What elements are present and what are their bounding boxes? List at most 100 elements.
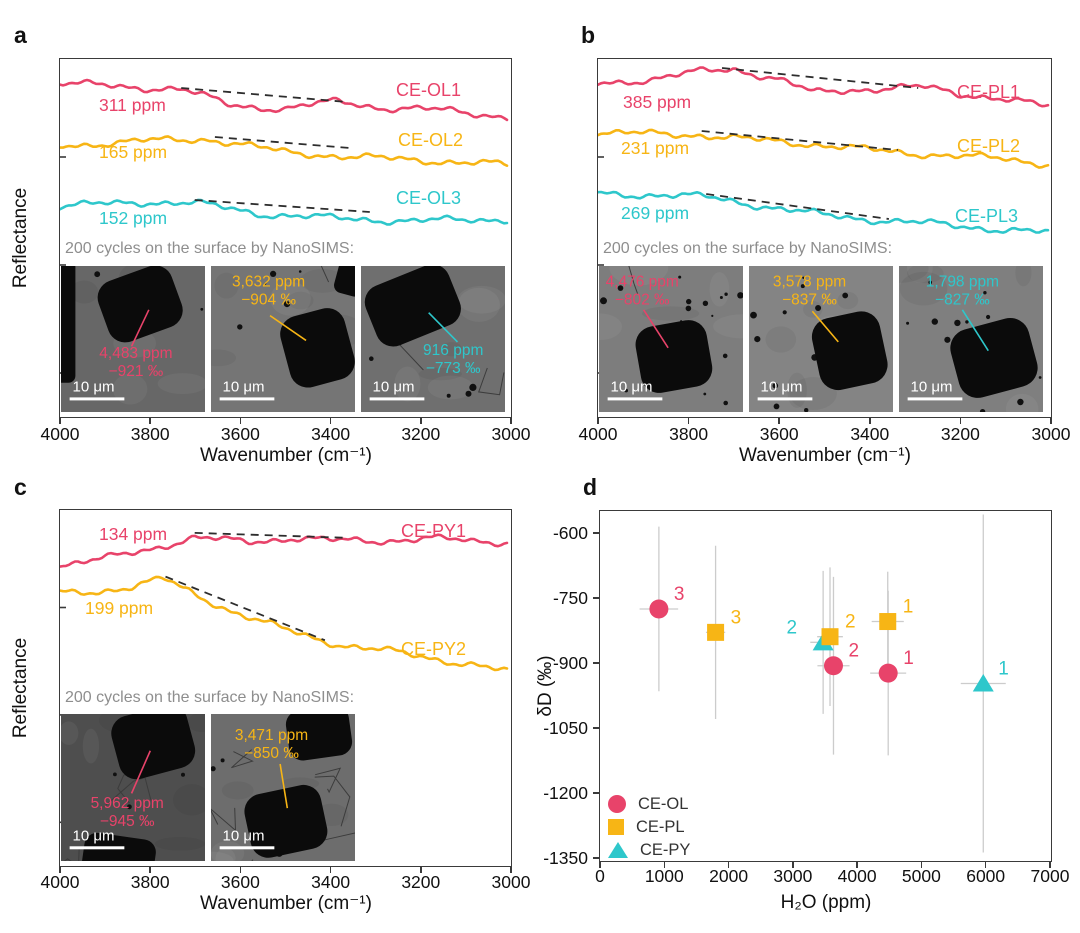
x-tick-label-b: 3400 <box>850 424 890 444</box>
scale-bar <box>369 397 425 401</box>
data-point-CE-OL-1 <box>878 663 898 683</box>
data-point-CE-PL-2 <box>821 628 839 646</box>
sem-h2o-value: 3,471 ppm <box>235 727 308 744</box>
crystal-blob <box>285 714 353 761</box>
x-tick-label-a: 3600 <box>220 424 260 444</box>
crystal-blob <box>950 318 1038 398</box>
crystal-blob <box>334 266 355 297</box>
x-tick-c <box>420 867 422 873</box>
water-content-label-CE-PY1: 134 ppm <box>99 524 168 544</box>
water-content-label-CE-OL3: 152 ppm <box>99 208 168 228</box>
scale-bar <box>69 846 125 850</box>
continuum-dashed-line-CE-OL2 <box>214 136 350 149</box>
x-tick-b <box>959 418 962 424</box>
sem-image-a1: 4,483 ppm −921 ‰ 10 μm <box>61 266 205 412</box>
y-tick-d <box>593 857 599 859</box>
x-tick-c <box>329 867 332 873</box>
spectra-svg-c <box>60 531 509 824</box>
legend-label: CE-PL <box>636 817 685 836</box>
x-tick-label-d: 4000 <box>837 866 877 886</box>
point-number-label: 2 <box>845 612 856 633</box>
inset-title-a: 200 cycles on the surface by NanoSIMS: <box>65 240 355 257</box>
x-tick-a <box>510 418 512 424</box>
data-point-CE-PL-1 <box>879 613 897 631</box>
scale-bar <box>757 397 813 401</box>
spectrum-name-CE-PL2: CE-PL2 <box>957 136 1021 156</box>
sem-h2o-value: 3,632 ppm <box>232 273 305 290</box>
x-tick-label-c: 3000 <box>491 872 531 892</box>
continuum-dashed-line-CE-OL3 <box>194 199 370 213</box>
y-tick-label-d: -1200 <box>543 783 588 803</box>
sem-micrograph-c1: 5,962 ppm−945 ‰10 μm <box>61 714 205 861</box>
x-tick-label-a: 3800 <box>130 424 170 444</box>
scale-bar-label: 10 μm <box>223 379 265 396</box>
continuum-dashed-line-CE-OL1 <box>181 87 348 103</box>
continuum-dashed-line-CE-PL2 <box>701 130 898 151</box>
scale-bar-label: 10 μm <box>223 827 265 844</box>
y-tick-label-d: -600 <box>552 523 588 543</box>
point-number-label: 1 <box>998 659 1009 680</box>
sem-image-b2: 3,578 ppm −837 ‰ 10 μm <box>749 266 893 412</box>
scale-bar <box>607 397 663 401</box>
spectrum-name-CE-PY2: CE-PY2 <box>401 639 467 659</box>
continuum-dashed-line-CE-PL1 <box>721 67 919 89</box>
crystal-blob <box>364 266 461 347</box>
spectrum-name-CE-PY1: CE-PY1 <box>401 521 467 541</box>
spectra-svg-b <box>598 66 1050 374</box>
y-tick-label-d: -750 <box>552 588 588 608</box>
spectrum-line-CE-PL2 <box>598 128 1050 169</box>
x-tick-label-b: 3600 <box>759 424 799 444</box>
y-tick-d <box>593 662 599 664</box>
x-tick-label-a: 3000 <box>491 424 531 444</box>
scatter-svg: 3 3 2 2 2 1 1 1 <box>639 514 1009 853</box>
point-number-label: 1 <box>903 597 914 618</box>
x-tick-label-a: 4000 <box>40 424 80 444</box>
legend-item-CE-PL: CE-PL <box>608 816 685 838</box>
sem-micrograph-b3: 1,798 ppm−827 ‰ 10 μm <box>899 266 1043 412</box>
point-number-label: 3 <box>731 607 742 628</box>
scale-bar-label: 10 μm <box>611 379 653 396</box>
y-tick-d <box>593 532 599 534</box>
x-tick-label-d: 7000 <box>1030 866 1070 886</box>
sem-dD-value: −802 ‰ <box>615 291 670 308</box>
y-tick-d <box>593 597 599 599</box>
crystal-blob <box>244 784 328 858</box>
x-tick-label-c: 3600 <box>220 872 260 892</box>
x-axis-label-d: H₂O (ppm) <box>780 892 872 913</box>
spectrum-name-CE-PL1: CE-PL1 <box>957 82 1021 102</box>
x-axis-label-a: Wavenumber (cm⁻¹) <box>200 445 372 466</box>
water-content-label-CE-PL3: 269 ppm <box>621 203 690 223</box>
sem-image-c2: 3,471 ppm −850 ‰ 10 μm <box>211 714 355 861</box>
water-content-label-CE-OL1: 311 ppm <box>99 95 166 115</box>
spectrum-name-CE-OL2: CE-OL2 <box>398 130 464 150</box>
y-axis-label-c: Reflectance <box>10 637 31 739</box>
crystal-blob <box>111 714 196 780</box>
scale-bar-label: 10 μm <box>73 379 115 396</box>
data-point-CE-OL-2 <box>823 656 843 676</box>
y-tick-d <box>593 727 599 729</box>
x-tick-d <box>792 862 794 868</box>
sem-h2o-value: 3,578 ppm <box>773 273 846 290</box>
x-tick-label-b: 3200 <box>940 424 980 444</box>
x-tick-label-b: 3000 <box>1031 424 1071 444</box>
panel-letter-a: a <box>14 22 27 48</box>
x-tick-b <box>597 418 599 424</box>
scale-bar-label: 10 μm <box>373 379 415 396</box>
x-tick-label-d: 0 <box>595 866 605 886</box>
crystal-blob <box>81 832 156 861</box>
spectrum-line-CE-PL1 <box>598 66 1050 108</box>
y-tick-d <box>593 792 599 794</box>
crystal-blob <box>811 311 888 391</box>
sem-h2o-value: 916 ppm <box>423 342 483 359</box>
x-tick-d <box>984 862 987 868</box>
x-tick-a <box>329 418 332 424</box>
point-number-label: 2 <box>787 617 798 638</box>
x-tick-label-d: 2000 <box>709 866 749 886</box>
sem-micrograph-b1: 4,476 ppm−802 ‰ 10 μm <box>599 266 743 412</box>
scale-bar-label: 10 μm <box>911 379 953 396</box>
sem-micrograph-a3: 916 ppm−773 ‰ 10 μm <box>361 266 505 412</box>
legend-item-CE-PY: CE-PY <box>608 839 690 861</box>
crystal-blob <box>61 266 76 383</box>
x-tick-label-b: 3800 <box>669 424 709 444</box>
sem-h2o-value: 4,476 ppm <box>606 273 679 290</box>
